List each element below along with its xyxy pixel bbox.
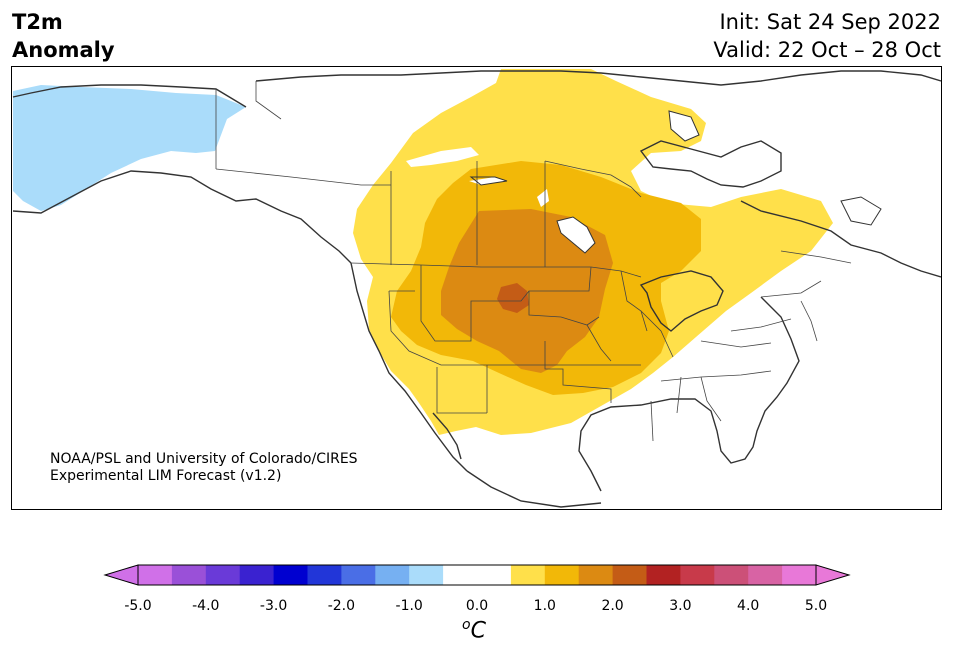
near-zero-area (406, 147, 479, 167)
colorbar-tick-label: 2.0 (601, 598, 624, 614)
credit-text: NOAA/PSL and University of Colorado/CIRE… (50, 451, 358, 485)
colorbar-cell (612, 565, 647, 585)
colorbar-cell (714, 565, 749, 585)
near-zero-area (537, 189, 549, 207)
colorbar-tick-label: 1.0 (533, 598, 556, 614)
colorbar-outline (137, 564, 817, 586)
colorbar-tick-label: 0.0 (465, 598, 489, 614)
coastlines (12, 70, 941, 508)
cold-anomaly-alaska (13, 85, 246, 211)
colorbar-cell (782, 565, 817, 585)
anomaly-map (12, 69, 941, 508)
colorbar-cell (273, 565, 308, 585)
colorbar-cells (138, 565, 817, 585)
title-block: T2m Anomaly (12, 8, 115, 64)
colorbar-cell (646, 565, 681, 585)
colorbar-cell (409, 565, 444, 585)
valid-date: Valid: 22 Oct – 28 Oct (713, 38, 941, 62)
colorbar-tick-label: -2.0 (327, 598, 356, 614)
colorbar-unit: oC (462, 617, 486, 643)
credit-line-1: NOAA/PSL and University of Colorado/CIRE… (50, 451, 358, 467)
colorbar-cell (748, 565, 783, 585)
map-panel: NOAA/PSL and University of Colorado/CIRE… (11, 66, 942, 510)
colorbar-tick-label: 5.0 (804, 598, 828, 614)
colorbar-high-arrow (815, 564, 851, 586)
colorbar-tick-label: -3.0 (259, 598, 288, 614)
colorbar-tick-label: 4.0 (737, 598, 760, 614)
colorbar-cell (138, 565, 173, 585)
degree-prefix: o (462, 617, 471, 633)
colorbar-cell (341, 565, 376, 585)
colorbar-cell (477, 565, 512, 585)
colorbar-tick-label: 3.0 (669, 598, 692, 614)
date-block: Init: Sat 24 Sep 2022 Valid: 22 Oct – 28… (713, 8, 941, 64)
credit-line-2: Experimental LIM Forecast (v1.2) (50, 468, 282, 484)
lakes-islands (469, 110, 882, 254)
colorbar-cell (171, 565, 207, 585)
colorbar-cell (205, 565, 241, 585)
init-date: Init: Sat 24 Sep 2022 (719, 10, 941, 34)
colorbar-cell (680, 565, 715, 585)
colorbar-cell (578, 565, 614, 585)
colorbar-tick-label: -4.0 (192, 598, 220, 614)
anomaly-title: Anomaly (12, 38, 115, 62)
unit-symbol: C (470, 618, 486, 644)
warm-anomaly-level-4 (497, 283, 529, 313)
colorbar-tick-label: -1.0 (395, 598, 423, 614)
colorbar-cell (510, 565, 546, 585)
political-borders (215, 81, 852, 442)
colorbar-low-arrow (103, 564, 139, 586)
colorbar-cell (375, 565, 410, 585)
colorbar-cell (307, 565, 342, 585)
colorbar (103, 564, 851, 586)
variable-title: T2m (12, 10, 63, 34)
colorbar-cell (443, 565, 478, 585)
colorbar-tick-label: -5.0 (124, 598, 152, 614)
colorbar-cell (239, 565, 275, 585)
colorbar-cell (544, 565, 580, 585)
